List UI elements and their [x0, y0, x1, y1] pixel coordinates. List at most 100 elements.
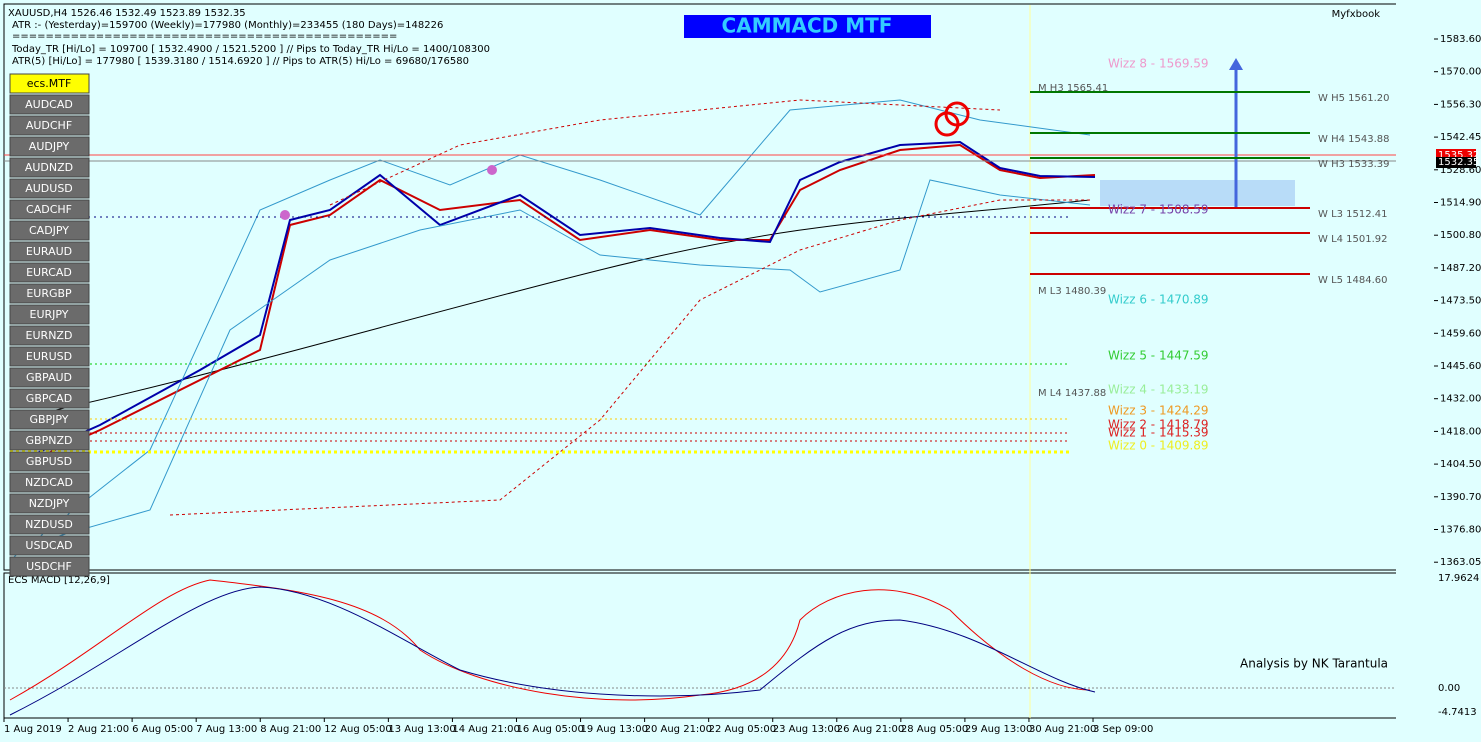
wizz-label: Wizz 2 - 1418.79 — [1108, 418, 1209, 432]
symbol-label[interactable]: CADJPY — [29, 224, 69, 237]
time-label: 2 Aug 21:00 — [68, 724, 129, 735]
symbol-label[interactable]: EURNZD — [26, 329, 73, 342]
atr-line: ATR :- (Yesterday)=159700 (Weekly)=17798… — [12, 20, 443, 31]
bid-label: 1532.35 — [1438, 157, 1479, 168]
level-label: W H5 1561.20 — [1318, 93, 1389, 104]
level-label: W L4 1501.92 — [1318, 234, 1388, 245]
symbol-button[interactable] — [9, 430, 90, 451]
symbol-button[interactable] — [9, 220, 90, 241]
symbol-label[interactable]: NZDJPY — [29, 497, 70, 510]
symbol-button[interactable] — [9, 241, 90, 262]
time-label: 22 Aug 05:00 — [709, 724, 776, 735]
wizz-label: Wizz 3 - 1424.29 — [1108, 404, 1209, 418]
symbol-label[interactable]: GBPJPY — [29, 413, 68, 426]
time-label: 14 Aug 21:00 — [452, 724, 519, 735]
symbol-label[interactable]: EURCAD — [26, 266, 72, 279]
signal-line — [9, 586, 1096, 716]
time-label: 26 Aug 21:00 — [837, 724, 904, 735]
time-label: 3 Sep 09:00 — [1093, 724, 1153, 735]
symbol-label[interactable]: EURAUD — [26, 245, 72, 258]
wizz-label: Wizz 8 - 1569.59 — [1108, 57, 1209, 71]
price-label: 1528.60 — [1440, 165, 1481, 176]
wizz-label: Wizz 1 - 1415.39 — [1108, 426, 1209, 440]
symbol-label[interactable]: EURUSD — [26, 350, 72, 363]
price-label: 1445.60 — [1440, 361, 1481, 372]
symbol-label[interactable]: GBPNZD — [26, 434, 73, 447]
symbol-button[interactable] — [9, 262, 90, 283]
level-label: W L5 1484.60 — [1318, 275, 1388, 286]
symbol-label[interactable]: EURJPY — [30, 308, 69, 321]
time-label: 6 Aug 05:00 — [132, 724, 193, 735]
title-box — [684, 15, 931, 38]
macd-axis-label: 17.9624 — [1438, 573, 1479, 584]
price-axis-bg — [1396, 0, 1481, 742]
symbol-button[interactable] — [9, 325, 90, 346]
time-label: 7 Aug 13:00 — [196, 724, 257, 735]
symbol-label[interactable]: GBPCAD — [26, 392, 72, 405]
symbol-label[interactable]: CADCHF — [26, 203, 72, 216]
symbol-button[interactable] — [9, 178, 90, 199]
price-label: 1514.90 — [1440, 198, 1481, 209]
signal-circle — [934, 111, 960, 137]
symbol-button[interactable] — [9, 535, 90, 556]
price-label: 1556.30 — [1440, 99, 1481, 110]
symbol-label[interactable]: AUDCAD — [25, 98, 73, 111]
macd-line — [9, 579, 1091, 701]
wizz-label: Wizz 5 - 1447.59 — [1108, 349, 1209, 363]
macd-title: ECS MACD [12,26,9] — [8, 575, 110, 586]
price-label: 1487.20 — [1440, 263, 1481, 274]
atr5: ATR(5) [Hi/Lo] = 177980 [ 1539.3180 / 15… — [12, 56, 469, 67]
symbol-label[interactable]: NZDCAD — [25, 476, 73, 489]
symbol-button[interactable] — [9, 73, 90, 94]
credit: Analysis by NK Tarantula — [1240, 657, 1388, 671]
macd-axis-label: -4.7413 — [1438, 707, 1477, 718]
long-ma — [9, 199, 1091, 421]
symbol-label[interactable]: EURGBP — [26, 287, 72, 300]
red-ma — [9, 143, 1096, 471]
symbol-button[interactable] — [9, 115, 90, 136]
symbol-label[interactable]: USDCAD — [25, 539, 72, 552]
symbol-button[interactable] — [9, 472, 90, 493]
symbol-label[interactable]: NZDUSD — [25, 518, 73, 531]
symbol-label[interactable]: AUDNZD — [25, 161, 73, 174]
bollinger-lower — [9, 179, 1091, 551]
zone — [1100, 180, 1295, 206]
time-label: 20 Aug 21:00 — [645, 724, 712, 735]
symbol-label[interactable]: AUDUSD — [25, 182, 73, 195]
price-label: 1583.60 — [1440, 34, 1481, 45]
symbol-button[interactable] — [9, 556, 90, 577]
bid-marker — [1436, 157, 1476, 168]
symbol-button[interactable] — [9, 367, 90, 388]
price-label: 1390.70 — [1440, 492, 1481, 503]
symbol-label[interactable]: AUDJPY — [29, 140, 70, 153]
symbol-button[interactable] — [9, 451, 90, 472]
symbol-button[interactable] — [9, 157, 90, 178]
symbol-label[interactable]: ecs.MTF — [27, 77, 72, 90]
signal-dot — [280, 210, 290, 220]
today-tr: Today_TR [Hi/Lo] = 109700 [ 1532.4900 / … — [11, 44, 490, 55]
symbol-label[interactable]: GBPAUD — [26, 371, 72, 384]
symbol-button[interactable] — [9, 514, 90, 535]
price-label: 1376.80 — [1440, 525, 1481, 536]
wizz-label: Wizz 0 - 1409.89 — [1108, 439, 1209, 453]
signal-dot — [487, 165, 497, 175]
symbol-button[interactable] — [9, 304, 90, 325]
envelope-upper — [329, 99, 1001, 206]
symbol-button[interactable] — [9, 493, 90, 514]
ask-marker — [1436, 149, 1476, 160]
symbol-label[interactable]: AUDCHF — [26, 119, 72, 132]
symbol-button[interactable] — [9, 409, 90, 430]
time-label: 29 Aug 13:00 — [965, 724, 1032, 735]
symbol-button[interactable] — [9, 94, 90, 115]
level-label: W H4 1543.88 — [1318, 134, 1389, 145]
symbol-button[interactable] — [9, 136, 90, 157]
symbol-button[interactable] — [9, 283, 90, 304]
separator: ========================================… — [12, 31, 397, 42]
symbol-label[interactable]: USDCHF — [26, 560, 72, 573]
symbol-button[interactable] — [9, 199, 90, 220]
price-label: 1542.45 — [1440, 132, 1481, 143]
symbol-label[interactable]: GBPUSD — [26, 455, 72, 468]
symbol-button[interactable] — [9, 388, 90, 409]
symbol-button[interactable] — [9, 346, 90, 367]
